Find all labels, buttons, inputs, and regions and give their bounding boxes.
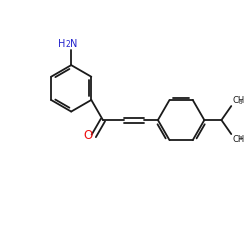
Text: CH: CH	[232, 135, 245, 144]
Text: $_3$: $_3$	[238, 98, 243, 106]
Text: $_3$: $_3$	[238, 134, 243, 143]
Text: 2: 2	[66, 40, 71, 49]
Text: N: N	[70, 39, 77, 49]
Text: O: O	[84, 130, 93, 142]
Text: H: H	[58, 39, 66, 49]
Text: CH: CH	[232, 96, 245, 105]
